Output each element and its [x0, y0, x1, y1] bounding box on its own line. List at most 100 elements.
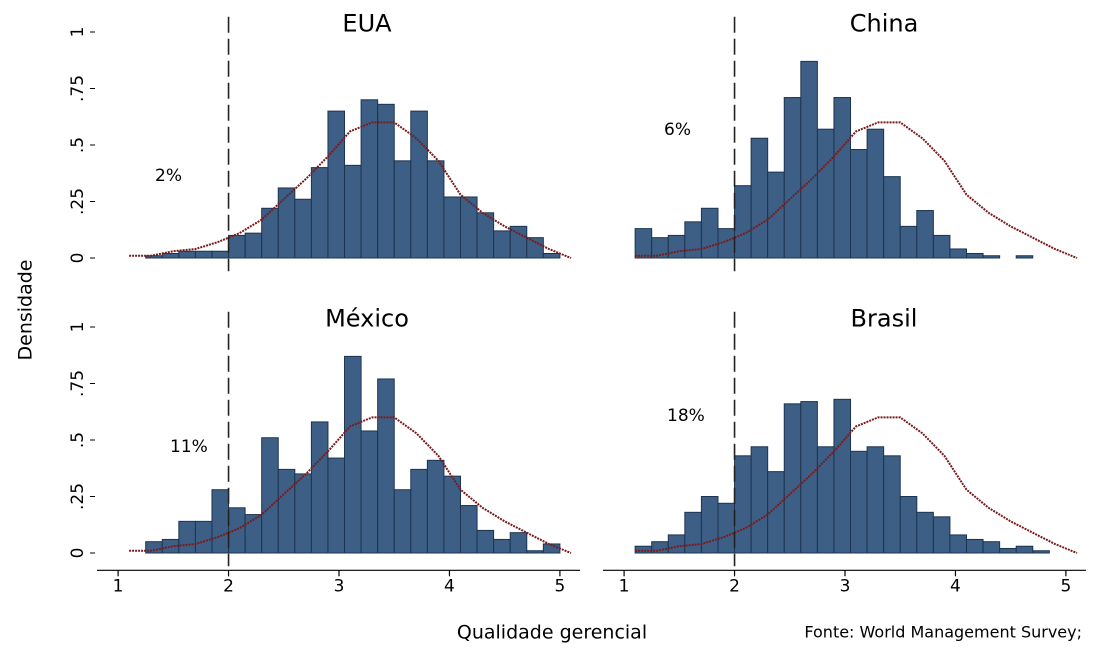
bar — [800, 60, 818, 259]
bar — [526, 237, 544, 259]
bar — [327, 110, 346, 259]
bar — [1015, 545, 1034, 554]
source-note: Fonte: World Management Survey; — [804, 623, 1082, 642]
x-tick-label: 5 — [554, 576, 565, 596]
bar — [294, 198, 312, 259]
bar — [410, 468, 428, 554]
bar — [161, 538, 180, 554]
bar — [228, 507, 246, 554]
bar — [717, 228, 736, 259]
bar — [161, 252, 180, 259]
bar — [493, 230, 511, 259]
bar — [899, 496, 918, 554]
bar — [767, 171, 785, 259]
bar — [932, 516, 951, 554]
bar — [883, 455, 901, 554]
bar — [476, 212, 495, 259]
bar — [634, 545, 653, 554]
bar — [966, 252, 984, 259]
bar — [410, 110, 428, 259]
x-tick-label: 5 — [1060, 576, 1071, 596]
bar — [344, 164, 362, 259]
bar — [178, 250, 196, 259]
x-tick-label: 3 — [334, 576, 345, 596]
share-annotation: 11% — [170, 437, 208, 457]
panel-title: China — [850, 10, 919, 38]
bar — [228, 234, 246, 259]
density-curve — [635, 121, 1078, 259]
y-tick-label: 0 — [68, 253, 88, 264]
x-tick-label: 1 — [113, 576, 124, 596]
bar — [916, 511, 934, 554]
bar — [966, 538, 984, 554]
bar — [460, 505, 478, 554]
y-tick-label: 1 — [68, 322, 88, 333]
bar — [717, 502, 736, 554]
bar — [684, 511, 702, 554]
bar — [310, 421, 329, 554]
bar — [899, 225, 918, 259]
bar — [509, 225, 528, 259]
bar — [393, 160, 412, 259]
bar — [211, 489, 230, 554]
bar — [982, 541, 1001, 554]
bar — [916, 210, 934, 259]
bar — [700, 496, 719, 554]
bar — [783, 97, 802, 259]
bar — [277, 187, 296, 259]
bar — [734, 455, 752, 554]
bar — [327, 457, 346, 554]
x-tick-label: 2 — [729, 576, 740, 596]
bar — [426, 459, 445, 554]
y-tick-label: .25 — [68, 483, 88, 510]
bar — [194, 520, 213, 554]
x-tick-label: 1 — [619, 576, 630, 596]
y-tick-label: 0 — [68, 548, 88, 559]
density-curve — [129, 121, 572, 259]
bar — [476, 529, 495, 554]
bar — [509, 532, 528, 554]
x-axis-label: Qualidade gerencial — [457, 622, 647, 644]
bar — [999, 547, 1017, 554]
x-tick-label: 3 — [840, 576, 851, 596]
bar — [833, 398, 852, 554]
bar — [277, 468, 296, 554]
density-curve — [635, 416, 1078, 554]
bar — [360, 430, 379, 554]
bar — [783, 403, 802, 554]
bar — [734, 185, 752, 259]
y-tick-label: .75 — [68, 75, 88, 102]
bar — [310, 167, 329, 259]
bar — [949, 248, 968, 259]
bar — [700, 207, 719, 259]
y-tick-label: .5 — [68, 432, 88, 448]
bar — [833, 97, 852, 259]
share-annotation: 2% — [155, 166, 182, 186]
bar — [261, 437, 279, 554]
bar — [1015, 255, 1034, 259]
bar — [949, 534, 968, 554]
bar — [634, 228, 653, 259]
bar — [982, 255, 1001, 259]
y-tick-label: .25 — [68, 188, 88, 215]
panel-title: Brasil — [851, 305, 918, 333]
bar — [1032, 550, 1050, 554]
density-curve — [129, 416, 572, 554]
bar — [866, 446, 885, 554]
bar — [542, 252, 561, 259]
bar — [866, 128, 885, 259]
bar — [816, 446, 835, 554]
panel-title: México — [325, 305, 409, 333]
x-tick-label: 2 — [223, 576, 234, 596]
bar — [377, 103, 395, 259]
y-tick-label: .75 — [68, 370, 88, 397]
bar — [426, 160, 445, 259]
bar — [767, 471, 785, 554]
bar — [261, 207, 279, 259]
bar — [684, 221, 702, 259]
bar — [850, 149, 868, 259]
bar — [393, 489, 412, 554]
share-annotation: 6% — [664, 120, 691, 140]
bar — [883, 176, 901, 259]
